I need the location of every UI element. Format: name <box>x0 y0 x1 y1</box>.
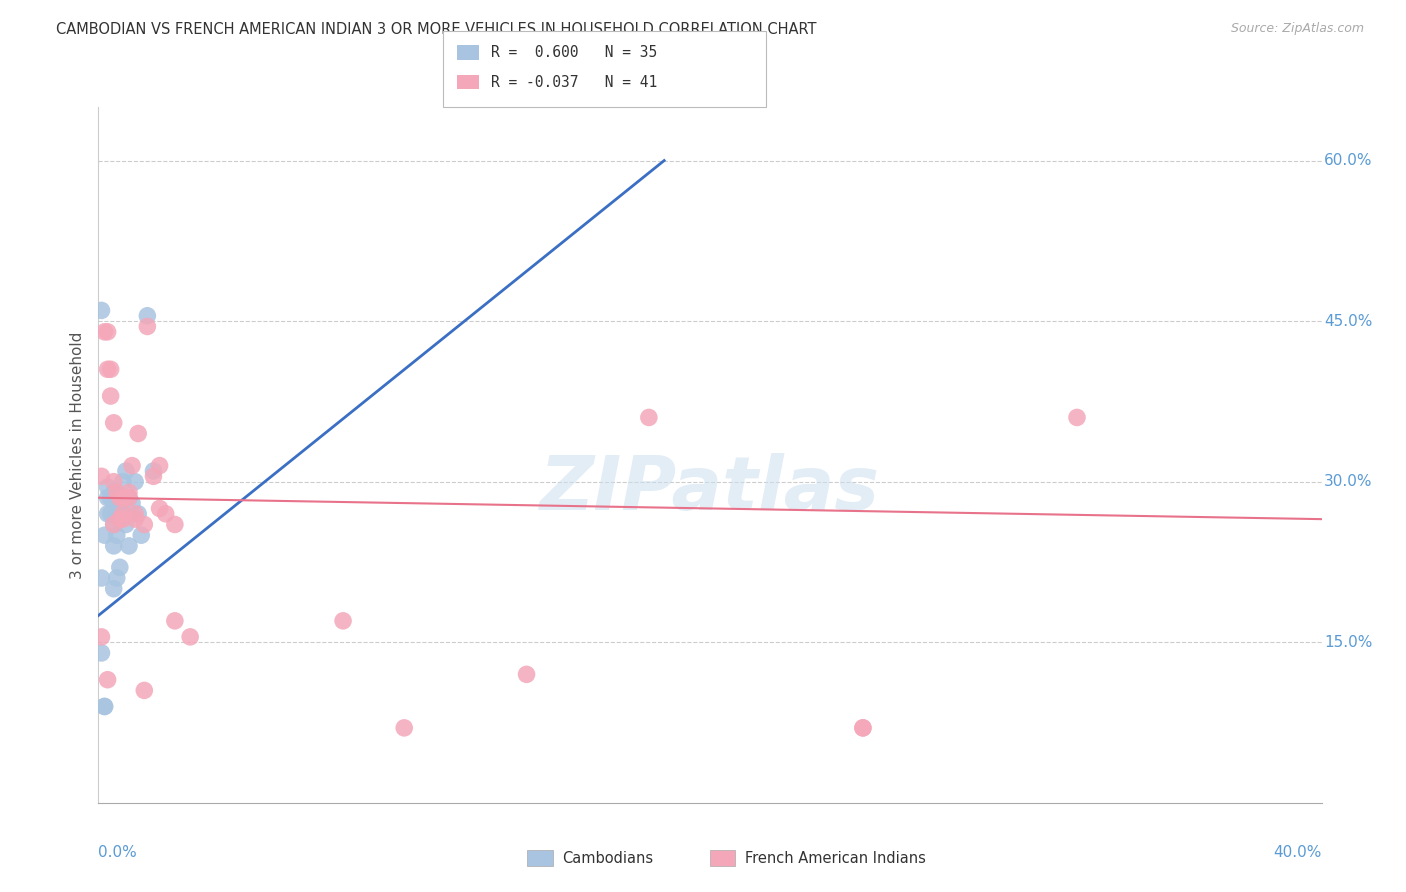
Point <box>852 721 875 735</box>
Point <box>121 496 143 510</box>
Text: French American Indians: French American Indians <box>745 851 927 865</box>
Point <box>103 517 125 532</box>
Point <box>103 517 125 532</box>
Point <box>97 673 120 687</box>
Text: R =  0.600   N = 35: R = 0.600 N = 35 <box>491 45 657 60</box>
Point <box>142 469 165 483</box>
Text: R = -0.037   N = 41: R = -0.037 N = 41 <box>491 75 657 89</box>
Point <box>93 325 115 339</box>
Point <box>108 560 131 574</box>
Point <box>392 721 416 735</box>
Point <box>134 517 156 532</box>
Point <box>103 475 125 489</box>
Point <box>111 507 134 521</box>
Point <box>115 517 138 532</box>
Point <box>124 512 146 526</box>
Point <box>105 528 128 542</box>
Point <box>97 507 120 521</box>
Point <box>93 699 115 714</box>
Point <box>149 501 172 516</box>
Point <box>149 458 172 473</box>
Point <box>163 614 186 628</box>
Text: ZIPatlas: ZIPatlas <box>540 453 880 526</box>
Point <box>136 319 159 334</box>
Text: 45.0%: 45.0% <box>1324 314 1372 328</box>
Point <box>124 507 146 521</box>
Point <box>90 469 112 483</box>
Point <box>118 539 141 553</box>
Point <box>136 309 159 323</box>
Text: 0.0%: 0.0% <box>98 845 138 860</box>
Point <box>142 464 165 478</box>
Point <box>90 646 112 660</box>
Point <box>105 485 128 500</box>
Point <box>111 512 134 526</box>
Point <box>118 491 141 505</box>
Point <box>115 491 138 505</box>
Point <box>103 485 125 500</box>
Point <box>105 571 128 585</box>
Point <box>93 699 115 714</box>
Point <box>105 491 128 505</box>
Text: CAMBODIAN VS FRENCH AMERICAN INDIAN 3 OR MORE VEHICLES IN HOUSEHOLD CORRELATION : CAMBODIAN VS FRENCH AMERICAN INDIAN 3 OR… <box>56 22 817 37</box>
Point <box>111 491 134 505</box>
Point <box>100 389 122 403</box>
Point <box>1066 410 1088 425</box>
Text: 15.0%: 15.0% <box>1324 635 1372 649</box>
Point <box>118 491 141 505</box>
Point <box>637 410 661 425</box>
Point <box>127 426 149 441</box>
Point <box>121 458 143 473</box>
Point <box>105 507 128 521</box>
Text: 30.0%: 30.0% <box>1324 475 1372 489</box>
Point <box>179 630 201 644</box>
Text: Source: ZipAtlas.com: Source: ZipAtlas.com <box>1230 22 1364 36</box>
Text: 40.0%: 40.0% <box>1274 845 1322 860</box>
Point <box>108 496 131 510</box>
Point <box>129 528 152 542</box>
Point <box>97 480 120 494</box>
Point <box>103 582 125 596</box>
Point <box>127 507 149 521</box>
Point <box>100 362 122 376</box>
Point <box>100 507 122 521</box>
Point <box>852 721 875 735</box>
Text: 60.0%: 60.0% <box>1324 153 1372 168</box>
Point <box>332 614 354 628</box>
Point <box>108 491 131 505</box>
Point <box>103 539 125 553</box>
Point <box>90 571 112 585</box>
Point <box>97 362 120 376</box>
Point <box>97 491 120 505</box>
Point <box>108 491 131 505</box>
Point <box>516 667 538 681</box>
Point <box>124 475 146 489</box>
Point <box>118 485 141 500</box>
Point <box>90 303 112 318</box>
Point <box>108 512 131 526</box>
Point <box>163 517 186 532</box>
Point <box>90 630 112 644</box>
Point <box>134 683 156 698</box>
Text: Cambodians: Cambodians <box>562 851 654 865</box>
Point <box>97 325 120 339</box>
Point <box>111 475 134 489</box>
Point <box>100 491 122 505</box>
Point <box>155 507 177 521</box>
Point <box>115 464 138 478</box>
Point <box>111 491 134 505</box>
Point <box>103 416 125 430</box>
Point <box>93 528 115 542</box>
Y-axis label: 3 or more Vehicles in Household: 3 or more Vehicles in Household <box>70 331 86 579</box>
Point <box>111 507 134 521</box>
